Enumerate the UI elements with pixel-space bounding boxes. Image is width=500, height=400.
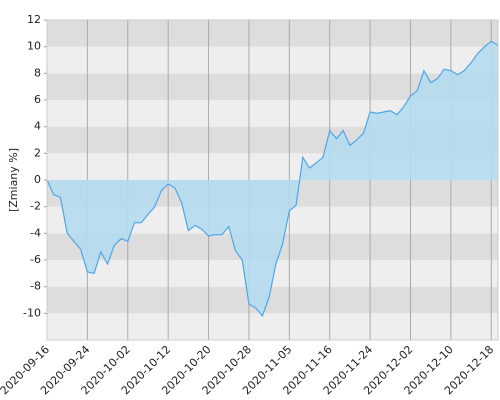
y-tick-label: 4	[34, 120, 41, 133]
y-tick-label: 0	[34, 173, 41, 186]
band	[47, 286, 498, 314]
line	[46, 40, 499, 318]
y-tick-label: -8	[30, 280, 41, 293]
plot-border	[46, 19, 499, 341]
band	[47, 20, 498, 47]
y-tick-label: 6	[34, 93, 41, 106]
area	[47, 41, 498, 316]
y-tick-label: 10	[27, 40, 41, 53]
y-tick-label: -4	[30, 226, 41, 239]
y-tick-label: -6	[30, 253, 41, 266]
y-tick-label: 8	[34, 66, 41, 79]
y-axis-label: [Zmiany %]	[7, 148, 20, 212]
band	[47, 46, 498, 74]
y-tick-label: 2	[34, 146, 41, 159]
y-tick-label: -2	[30, 200, 41, 213]
y-tick-label: 12	[27, 13, 41, 26]
y-tick-label: -10	[23, 306, 41, 319]
band	[47, 313, 498, 340]
